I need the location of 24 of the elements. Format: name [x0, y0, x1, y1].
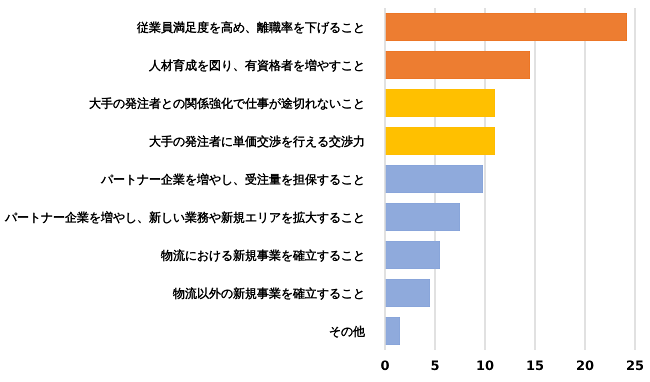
bar: [385, 164, 483, 194]
y-tick-label: 従業員満足度を高め、離職率を下げること: [136, 20, 365, 34]
bar: [385, 12, 627, 42]
x-tick-label: 20: [576, 359, 594, 374]
y-tick-label: パートナー企業を増やし、新しい業務や新規エリアを拡大すること: [4, 210, 365, 224]
y-tick-label: 大手の発注者に単価交渉を行える交渉力: [149, 134, 365, 148]
bar: [385, 316, 400, 346]
y-tick-label: 物流以外の新規事業を確立すること: [172, 286, 365, 300]
bar: [385, 88, 495, 118]
x-tick-label: 25: [626, 359, 644, 374]
bar: [385, 50, 530, 80]
bar: [385, 126, 495, 156]
x-tick-label: 5: [430, 359, 440, 374]
bar: [385, 202, 460, 232]
y-tick-label: その他: [329, 324, 366, 338]
bar: [385, 240, 440, 270]
y-tick-label: 大手の発注者との関係強化で仕事が途切れないこと: [89, 96, 365, 110]
x-tick-label: 15: [526, 359, 544, 374]
y-tick-label: パートナー企業を増やし、受注量を担保すること: [100, 172, 365, 186]
bar: [385, 278, 430, 308]
y-tick-label: 物流における新規事業を確立すること: [160, 248, 365, 262]
x-tick-label: 10: [476, 359, 494, 374]
y-tick-label: 人材育成を図り、有資格者を増やすこと: [148, 58, 365, 72]
x-tick-label: 0: [380, 359, 390, 374]
